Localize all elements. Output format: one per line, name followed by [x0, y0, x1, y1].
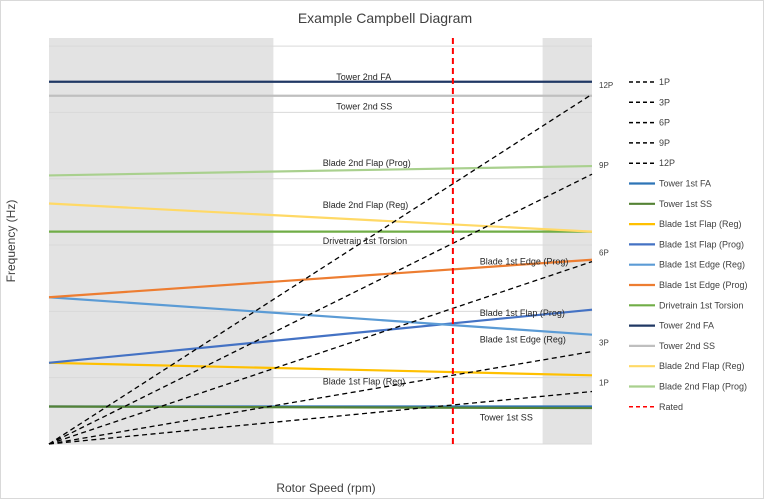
series-lines [48, 38, 593, 445]
x-axis-title: Rotor Speed (rpm) [276, 481, 375, 495]
series-line-blade-2nd-flap-reg [48, 202, 593, 233]
legend-label-3p: 3P [659, 97, 670, 107]
series-line-blade-1st-flap-reg [48, 361, 593, 377]
legend-label-12p: 12P [659, 158, 675, 168]
chart-title: Example Campbell Diagram [298, 10, 472, 26]
shaded-regions [49, 38, 592, 444]
line-label-drivetrain-1st-torsion: Drivetrain 1st Torsion [323, 236, 407, 246]
line-label-tower-1st-ss: Tower 1st SS [480, 412, 533, 422]
line-label-blade-2nd-flap-reg: Blade 2nd Flap (Reg) [323, 200, 409, 210]
gridlines [49, 45, 592, 445]
legend-label-rated: Rated [659, 402, 683, 412]
line-label-blade-1st-edge-prog: Blade 1st Edge (Prog) [480, 256, 569, 266]
legend-label-tower-1st-ss: Tower 1st SS [659, 199, 712, 209]
end-label-9p: 9P [599, 161, 609, 170]
series-line-6p [48, 260, 593, 445]
end-label-12p: 12P [599, 81, 613, 90]
line-label-blade-1st-edge-reg: Blade 1st Edge (Reg) [480, 334, 566, 344]
shaded-region-2 [542, 38, 592, 444]
legend-label-blade-1st-edge-prog: Blade 1st Edge (Prog) [659, 280, 748, 290]
series-line-blade-2nd-flap-prog [48, 164, 593, 177]
series-line-9p [48, 173, 593, 445]
series-line-12p [48, 93, 593, 445]
end-label-1p: 1P [599, 379, 609, 388]
line-label-blade-2nd-flap-prog: Blade 2nd Flap (Prog) [323, 158, 411, 168]
y-axis-title: Frequency (Hz) [4, 200, 18, 283]
legend-label-tower-1st-fa: Tower 1st FA [659, 179, 711, 189]
series-line-blade-1st-flap-prog [48, 308, 593, 364]
legend-label-blade-1st-flap-reg: Blade 1st Flap (Reg) [659, 219, 742, 229]
legend-label-blade-1st-flap-prog: Blade 1st Flap (Prog) [659, 239, 744, 249]
series-line-3p [48, 350, 593, 445]
end-label-3p: 3P [599, 339, 609, 348]
legend-label-6p: 6P [659, 118, 670, 128]
shaded-region-1 [49, 38, 274, 444]
legend-label-tower-2nd-fa: Tower 2nd FA [659, 321, 714, 331]
series-line-blade-1st-edge-prog [48, 258, 593, 299]
legend-label-tower-2nd-ss: Tower 2nd SS [659, 341, 715, 351]
line-label-tower-2nd-ss: Tower 2nd SS [336, 102, 392, 112]
line-label-blade-1st-flap-prog: Blade 1st Flap (Prog) [480, 308, 565, 318]
series-line-tower-1st-ss [48, 405, 593, 410]
legend-label-9p: 9P [659, 138, 670, 148]
line-label-blade-1st-flap-reg: Blade 1st Flap (Reg) [323, 377, 406, 387]
line-label-tower-2nd-fa: Tower 2nd FA [336, 72, 391, 82]
legend-label-1p: 1P [659, 77, 670, 87]
legend-label-blade-2nd-flap-prog: Blade 2nd Flap (Prog) [659, 382, 747, 392]
series-line-1p [48, 390, 593, 445]
series-labels: Tower 1st SS Blade 1st Flap (Reg) Blade 1s… [323, 72, 613, 422]
end-label-6p: 6P [599, 249, 609, 258]
legend-label-blade-1st-edge-reg: Blade 1st Edge (Reg) [659, 260, 745, 270]
legend-label-blade-2nd-flap-reg: Blade 2nd Flap (Reg) [659, 361, 745, 371]
legend: 1P 3P 6P 9P 12P Tower 1st FA Tower 1st SS Blade… [629, 77, 748, 412]
legend-label-drivetrain-1st-torsion: Drivetrain 1st Torsion [659, 300, 743, 310]
series-line-blade-1st-edge-reg [48, 296, 593, 336]
